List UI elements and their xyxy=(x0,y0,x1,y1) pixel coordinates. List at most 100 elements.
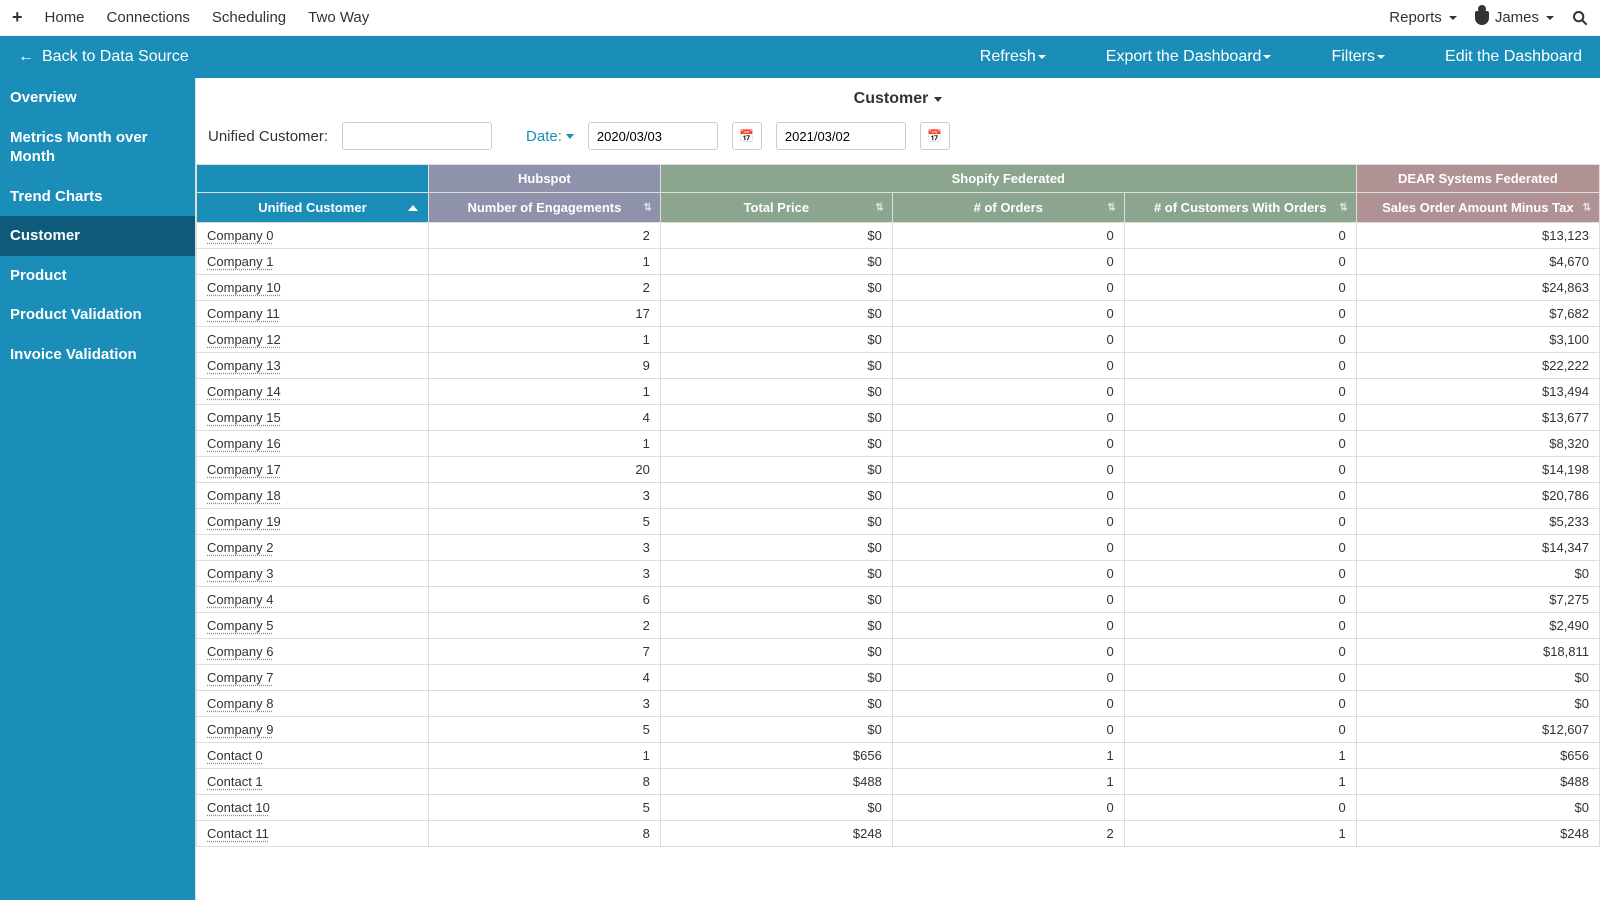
customer-link[interactable]: Company 4 xyxy=(207,592,273,607)
sort-icon: ⇅ xyxy=(1107,202,1115,213)
customer-link[interactable]: Company 14 xyxy=(207,384,281,399)
cell-value: $14,347 xyxy=(1356,535,1599,561)
cell-value: 0 xyxy=(892,327,1124,353)
unified-customer-input[interactable] xyxy=(342,122,492,150)
customer-link[interactable]: Company 1 xyxy=(207,254,273,269)
cell-value: $3,100 xyxy=(1356,327,1599,353)
customer-link[interactable]: Company 12 xyxy=(207,332,281,347)
cell-value: $0 xyxy=(660,301,892,327)
customer-link[interactable]: Company 15 xyxy=(207,410,281,425)
export-dropdown[interactable]: Export the Dashboard xyxy=(1106,48,1272,66)
edit-dashboard[interactable]: Edit the Dashboard xyxy=(1445,48,1582,66)
cell-value: 0 xyxy=(1124,249,1356,275)
sidebar-item-overview[interactable]: Overview xyxy=(0,78,195,118)
cell-value: 0 xyxy=(892,795,1124,821)
table-row: Company 33$000$0 xyxy=(197,561,1600,587)
group-header-hubspot: Hubspot xyxy=(428,165,660,193)
table-row: Contact 18$48811$488 xyxy=(197,769,1600,795)
cell-value: $5,233 xyxy=(1356,509,1599,535)
user-dropdown[interactable]: James xyxy=(1475,9,1554,26)
nav-connections[interactable]: Connections xyxy=(107,9,190,26)
add-icon[interactable]: + xyxy=(12,7,23,28)
cell-value: $0 xyxy=(660,431,892,457)
cell-value: $0 xyxy=(1356,665,1599,691)
customer-link[interactable]: Company 8 xyxy=(207,696,273,711)
cell-value: 1 xyxy=(428,327,660,353)
customer-link[interactable]: Company 11 xyxy=(207,306,280,321)
customer-link[interactable]: Company 0 xyxy=(207,228,273,243)
sidebar-item-customer[interactable]: Customer xyxy=(0,216,195,256)
cell-value: $0 xyxy=(660,405,892,431)
cell-value: $0 xyxy=(660,587,892,613)
cell-value: $24,863 xyxy=(1356,275,1599,301)
nav-scheduling[interactable]: Scheduling xyxy=(212,9,286,26)
customer-link[interactable]: Company 19 xyxy=(207,514,281,529)
nav-home[interactable]: Home xyxy=(45,9,85,26)
customer-link[interactable]: Company 18 xyxy=(207,488,281,503)
back-to-data-source[interactable]: ← Back to Data Source xyxy=(18,48,189,66)
page-title-dropdown[interactable]: Customer xyxy=(854,90,943,108)
cell-value: 5 xyxy=(428,795,660,821)
customer-link[interactable]: Company 6 xyxy=(207,644,273,659)
date-to-input[interactable] xyxy=(776,122,906,150)
customer-link[interactable]: Contact 10 xyxy=(207,800,270,815)
filters-dropdown[interactable]: Filters xyxy=(1331,48,1385,66)
date-to-calendar-icon[interactable]: 📅 xyxy=(920,122,950,150)
table-row: Company 141$000$13,494 xyxy=(197,379,1600,405)
cell-value: 1 xyxy=(1124,821,1356,847)
customer-link[interactable]: Contact 11 xyxy=(207,826,269,841)
column-header-total-price[interactable]: Total Price⇅ xyxy=(660,193,892,223)
cell-value: $13,494 xyxy=(1356,379,1599,405)
customer-link[interactable]: Company 5 xyxy=(207,618,273,633)
customer-link[interactable]: Company 13 xyxy=(207,358,281,373)
sidebar-item-metrics-month-over-month[interactable]: Metrics Month over Month xyxy=(0,118,195,177)
column-header-sales-order-amount-minus-tax[interactable]: Sales Order Amount Minus Tax⇅ xyxy=(1356,193,1599,223)
unified-customer-label: Unified Customer: xyxy=(208,128,328,145)
date-label-dropdown[interactable]: Date: xyxy=(526,128,574,145)
search-icon[interactable] xyxy=(1572,10,1588,26)
cell-value: $0 xyxy=(1356,561,1599,587)
column-header--of-orders[interactable]: # of Orders⇅ xyxy=(892,193,1124,223)
customer-link[interactable]: Company 16 xyxy=(207,436,281,451)
column-header--of-customers-with-orders[interactable]: # of Customers With Orders⇅ xyxy=(1124,193,1356,223)
customer-link[interactable]: Company 10 xyxy=(207,280,281,295)
cell-value: 0 xyxy=(1124,379,1356,405)
customer-link[interactable]: Contact 1 xyxy=(207,774,263,789)
cell-value: $13,677 xyxy=(1356,405,1599,431)
customer-link[interactable]: Company 2 xyxy=(207,540,273,555)
reports-dropdown[interactable]: Reports xyxy=(1389,9,1457,26)
customer-link[interactable]: Company 9 xyxy=(207,722,273,737)
cell-value: 0 xyxy=(892,613,1124,639)
cell-value: 1 xyxy=(428,431,660,457)
customer-link[interactable]: Company 7 xyxy=(207,670,273,685)
cell-value: $656 xyxy=(660,743,892,769)
table-row: Company 74$000$0 xyxy=(197,665,1600,691)
date-from-calendar-icon[interactable]: 📅 xyxy=(732,122,762,150)
cell-value: 5 xyxy=(428,717,660,743)
cell-value: $18,811 xyxy=(1356,639,1599,665)
cell-value: 0 xyxy=(1124,587,1356,613)
sidebar-item-product[interactable]: Product xyxy=(0,256,195,296)
cell-value: 0 xyxy=(892,431,1124,457)
cell-value: $12,607 xyxy=(1356,717,1599,743)
cell-value: 0 xyxy=(1124,431,1356,457)
column-header-unified-customer[interactable]: Unified Customer xyxy=(197,193,429,223)
customer-link[interactable]: Contact 0 xyxy=(207,748,263,763)
cell-value: 1 xyxy=(428,249,660,275)
refresh-dropdown[interactable]: Refresh xyxy=(980,48,1046,66)
table-row: Company 183$000$20,786 xyxy=(197,483,1600,509)
column-header-number-of-engagements[interactable]: Number of Engagements⇅ xyxy=(428,193,660,223)
sidebar-item-trend-charts[interactable]: Trend Charts xyxy=(0,177,195,217)
table-row: Company 52$000$2,490 xyxy=(197,613,1600,639)
sort-icon: ⇅ xyxy=(1583,202,1591,213)
date-from-input[interactable] xyxy=(588,122,718,150)
cell-value: 3 xyxy=(428,691,660,717)
nav-two-way[interactable]: Two Way xyxy=(308,9,369,26)
customer-link[interactable]: Company 17 xyxy=(207,462,281,477)
cell-value: 0 xyxy=(892,587,1124,613)
sidebar-item-invoice-validation[interactable]: Invoice Validation xyxy=(0,335,195,375)
user-name: James xyxy=(1495,9,1539,26)
filter-row: Unified Customer: Date: 📅 📅 xyxy=(196,118,1600,164)
sidebar-item-product-validation[interactable]: Product Validation xyxy=(0,295,195,335)
customer-link[interactable]: Company 3 xyxy=(207,566,273,581)
